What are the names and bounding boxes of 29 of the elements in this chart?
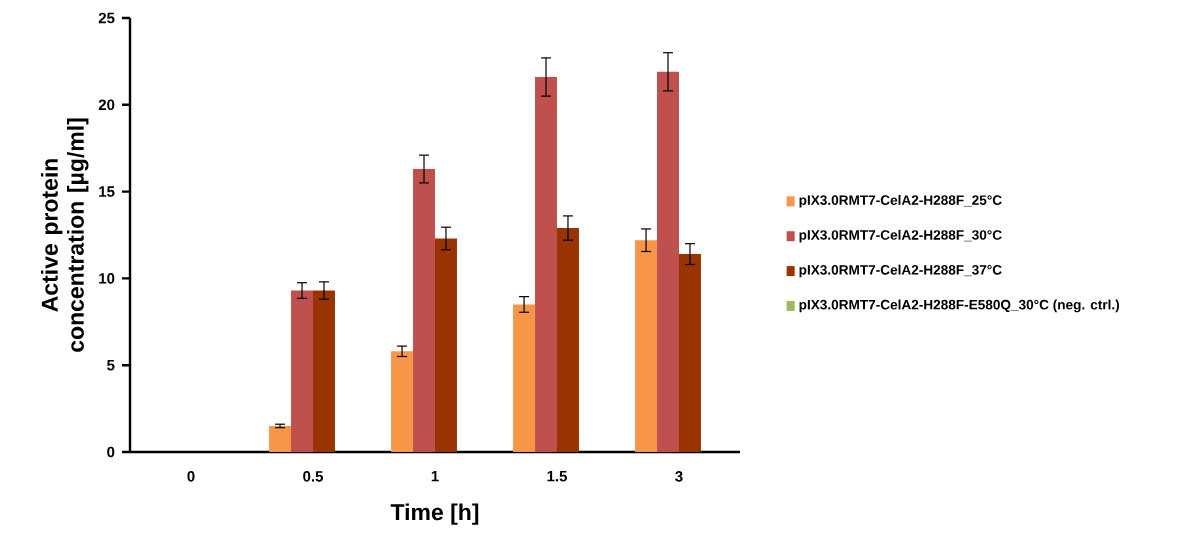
bar	[635, 240, 658, 452]
bar	[556, 228, 579, 452]
y-tick-label: 20	[98, 99, 115, 111]
bar	[291, 290, 313, 452]
x-tick-label: 0.5	[303, 471, 324, 482]
y-tick-label: 25	[98, 12, 115, 24]
x-tick-label: 3	[675, 471, 683, 482]
y-axis-title: Active protein concentration [µg/ml]	[41, 118, 89, 352]
legend-label: pIX3.0RMT7-CelA2-H288F-E580Q_30°C (neg. ctrl.)	[799, 299, 1120, 313]
bar	[657, 71, 679, 452]
y-tick-label: 10	[99, 273, 115, 284]
x-tick-label: 1.5	[547, 471, 568, 482]
y-tick-label: 0	[107, 446, 115, 458]
y-tick-label: 5	[107, 359, 115, 371]
bar	[513, 304, 536, 452]
x-axis-title: Time [h]	[390, 503, 479, 525]
bar	[535, 77, 557, 452]
x-tick-label: 1	[431, 471, 439, 482]
bar	[269, 425, 292, 452]
bar	[313, 290, 335, 452]
bar	[678, 254, 701, 452]
legend-label: pIX3.0RMT7-CelA2-H288F_25°C	[799, 194, 1002, 208]
legend-label: pIX3.0RMT7-CelA2-H288F_30°C	[799, 229, 1002, 243]
bar	[435, 238, 457, 452]
x-tick-label: 0	[187, 471, 195, 482]
y-tick-label: 15	[99, 186, 115, 197]
bar	[413, 169, 435, 452]
legend-label: pIX3.0RMT7-CelA2-H288F_37°C	[799, 264, 1002, 278]
bar	[391, 351, 414, 452]
